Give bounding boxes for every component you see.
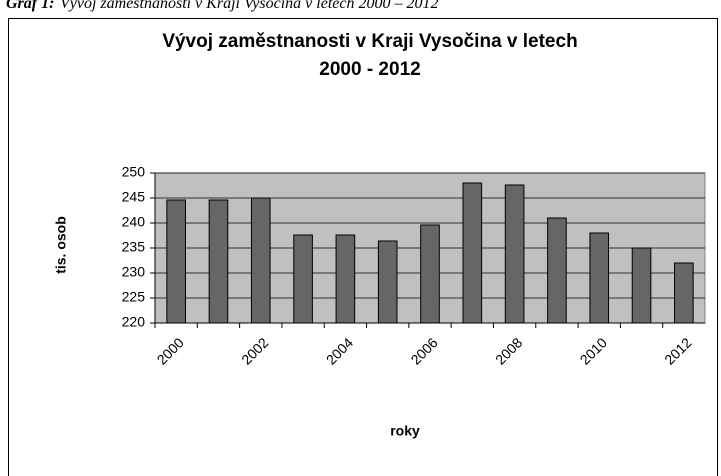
y-axis-label: tis. osob [53,216,69,274]
bar [420,224,440,324]
bar [589,232,610,324]
bar [335,234,356,324]
y-tick-label: 225 [122,289,146,305]
x-axis-label: roky [390,423,420,439]
bar [462,182,483,324]
bar [166,199,186,324]
y-tick-label: 245 [122,189,146,205]
caption-text: Vývoj zaměstnanosti v Kraji Vysočina v l… [60,0,438,12]
caption-label: Graf 1: [6,0,54,12]
bar [208,199,229,324]
bar [377,240,398,324]
bar [674,262,694,324]
y-tick-label: 250 [122,164,146,180]
bar [631,247,652,324]
bar [293,234,313,324]
bar [547,217,567,324]
y-tick-label: 240 [122,214,146,230]
bar [504,184,525,324]
y-tick-label: 230 [122,264,146,280]
chart-title: 2000 - 2012 [319,59,420,80]
chart-title: Vývoj zaměstnanosti v Kraji Vysočina v l… [162,31,577,52]
y-tick-label: 235 [122,239,146,255]
y-tick-label: 220 [122,314,146,330]
bar [250,197,271,324]
